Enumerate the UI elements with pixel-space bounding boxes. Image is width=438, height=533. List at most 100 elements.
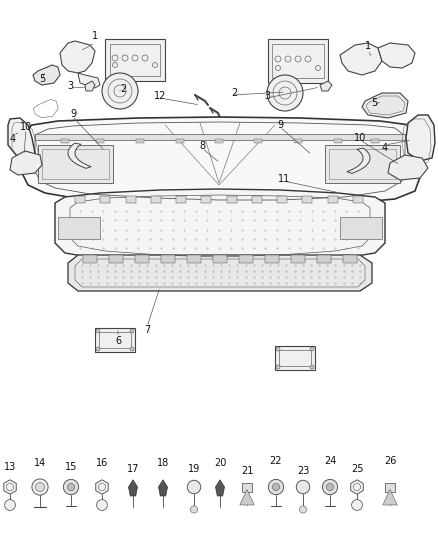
Polygon shape bbox=[343, 255, 357, 263]
Polygon shape bbox=[78, 73, 100, 88]
Polygon shape bbox=[291, 255, 305, 263]
Polygon shape bbox=[126, 196, 135, 203]
Polygon shape bbox=[353, 196, 363, 203]
Polygon shape bbox=[388, 155, 428, 180]
Bar bbox=[279, 350, 311, 366]
Polygon shape bbox=[328, 196, 338, 203]
Circle shape bbox=[300, 506, 307, 513]
Bar bbox=[42, 149, 109, 179]
Polygon shape bbox=[187, 255, 201, 263]
Text: 26: 26 bbox=[384, 456, 396, 466]
Polygon shape bbox=[277, 196, 287, 203]
Text: 9: 9 bbox=[70, 109, 76, 119]
Polygon shape bbox=[151, 196, 161, 203]
Circle shape bbox=[268, 479, 284, 495]
Polygon shape bbox=[226, 196, 237, 203]
Bar bbox=[110, 44, 160, 76]
Text: 23: 23 bbox=[297, 466, 309, 476]
Bar bbox=[272, 44, 324, 78]
Bar bbox=[58, 217, 100, 239]
Text: 1: 1 bbox=[92, 31, 98, 41]
Text: 22: 22 bbox=[270, 456, 282, 466]
Text: 17: 17 bbox=[127, 464, 139, 474]
Text: 1: 1 bbox=[365, 41, 371, 51]
Text: 13: 13 bbox=[4, 462, 16, 472]
Polygon shape bbox=[347, 148, 370, 173]
Circle shape bbox=[130, 329, 134, 333]
Text: 16: 16 bbox=[96, 458, 108, 468]
Polygon shape bbox=[55, 189, 385, 265]
Text: 11: 11 bbox=[278, 174, 290, 184]
Bar bbox=[215, 139, 223, 143]
Polygon shape bbox=[303, 196, 312, 203]
Polygon shape bbox=[213, 255, 227, 263]
Polygon shape bbox=[68, 255, 372, 291]
Circle shape bbox=[96, 329, 100, 333]
Polygon shape bbox=[4, 480, 16, 494]
Text: 15: 15 bbox=[65, 462, 77, 472]
Polygon shape bbox=[83, 255, 97, 263]
Bar bbox=[371, 139, 379, 143]
Polygon shape bbox=[8, 118, 35, 161]
Bar bbox=[112, 63, 132, 71]
Bar bbox=[340, 217, 382, 239]
Text: 5: 5 bbox=[39, 74, 45, 84]
Polygon shape bbox=[317, 255, 331, 263]
Circle shape bbox=[96, 347, 100, 351]
Bar bbox=[385, 482, 396, 491]
Circle shape bbox=[326, 483, 334, 490]
Polygon shape bbox=[85, 81, 95, 91]
Circle shape bbox=[97, 499, 107, 511]
Text: 4: 4 bbox=[10, 134, 16, 144]
Circle shape bbox=[130, 347, 134, 351]
Text: 3: 3 bbox=[264, 91, 270, 101]
Text: 12: 12 bbox=[154, 91, 166, 101]
Text: 10: 10 bbox=[354, 133, 366, 143]
Circle shape bbox=[322, 479, 338, 495]
Polygon shape bbox=[383, 489, 397, 505]
Polygon shape bbox=[128, 480, 138, 496]
Circle shape bbox=[35, 482, 45, 491]
Bar bbox=[105, 39, 165, 81]
Polygon shape bbox=[252, 196, 262, 203]
Polygon shape bbox=[215, 480, 225, 496]
Polygon shape bbox=[378, 43, 415, 68]
Text: 24: 24 bbox=[324, 456, 336, 466]
Polygon shape bbox=[68, 143, 91, 168]
Bar bbox=[329, 149, 396, 179]
Bar bbox=[176, 139, 184, 143]
Text: 2: 2 bbox=[120, 84, 126, 94]
Polygon shape bbox=[135, 255, 149, 263]
Polygon shape bbox=[240, 489, 254, 505]
Bar bbox=[242, 482, 252, 491]
Polygon shape bbox=[22, 117, 420, 205]
Bar bbox=[274, 65, 294, 73]
Polygon shape bbox=[60, 41, 95, 73]
Circle shape bbox=[310, 347, 314, 351]
Text: 4: 4 bbox=[382, 143, 388, 153]
Circle shape bbox=[187, 480, 201, 494]
Polygon shape bbox=[100, 196, 110, 203]
Bar bbox=[99, 332, 131, 348]
Circle shape bbox=[191, 506, 198, 513]
Polygon shape bbox=[161, 255, 175, 263]
Circle shape bbox=[64, 479, 79, 495]
Text: 3: 3 bbox=[67, 81, 73, 91]
Polygon shape bbox=[75, 196, 85, 203]
Bar bbox=[298, 65, 316, 73]
Text: 14: 14 bbox=[34, 458, 46, 468]
Polygon shape bbox=[33, 65, 60, 85]
Bar bbox=[136, 139, 144, 143]
Bar bbox=[135, 63, 153, 71]
Text: 6: 6 bbox=[115, 336, 121, 346]
Text: 19: 19 bbox=[188, 464, 200, 474]
Bar bbox=[38, 145, 113, 183]
Polygon shape bbox=[96, 480, 108, 494]
Bar bbox=[325, 145, 400, 183]
Text: 10: 10 bbox=[20, 122, 32, 132]
Text: 21: 21 bbox=[241, 466, 253, 476]
Text: 5: 5 bbox=[371, 98, 377, 108]
Circle shape bbox=[296, 480, 310, 494]
Circle shape bbox=[67, 483, 74, 490]
Text: 2: 2 bbox=[231, 88, 237, 98]
